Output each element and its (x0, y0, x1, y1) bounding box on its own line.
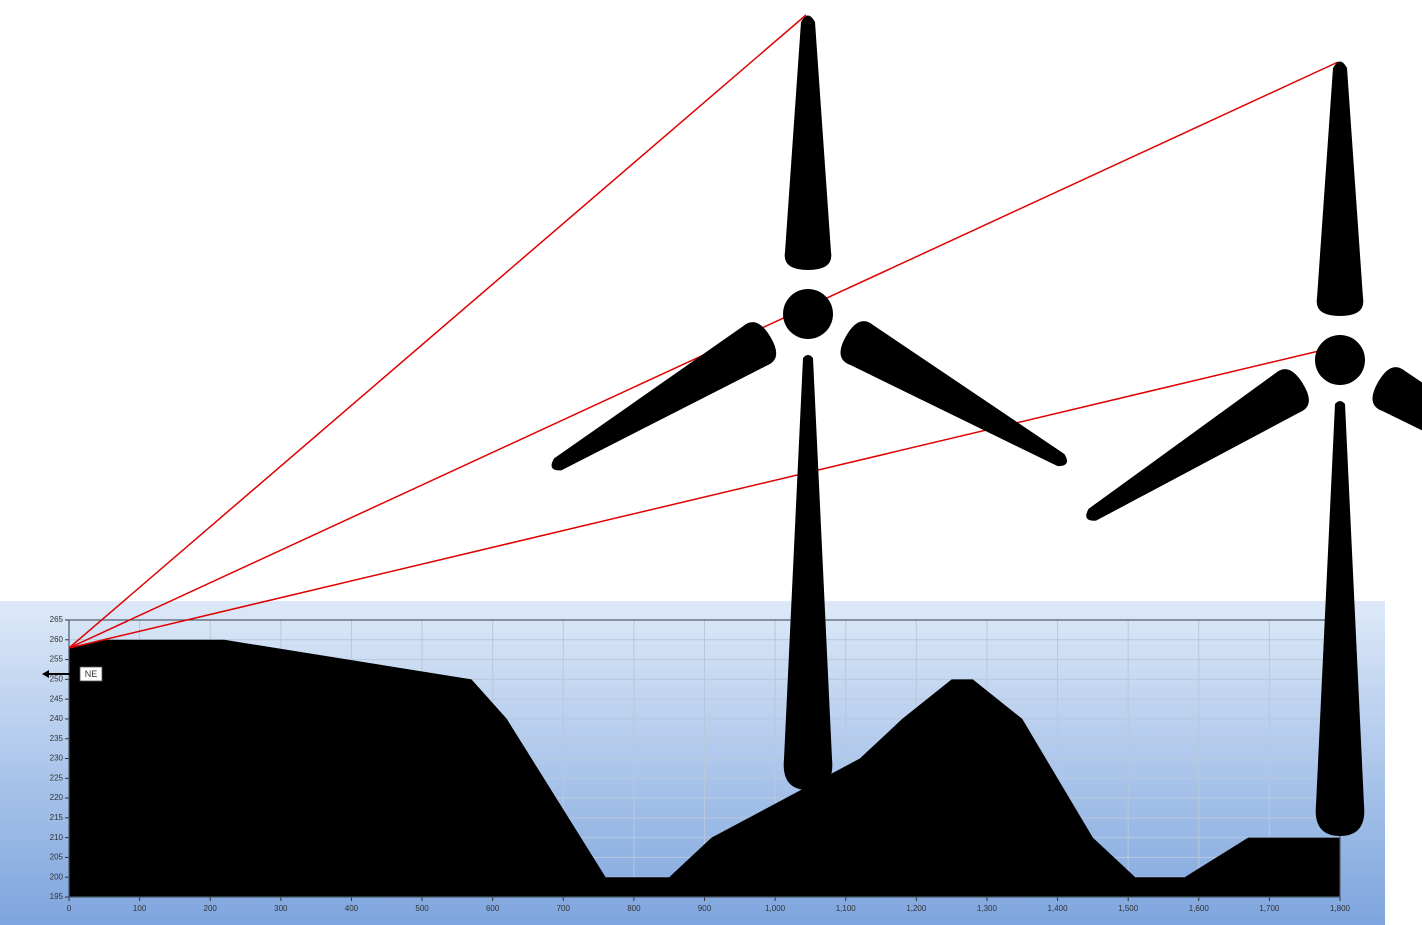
plot-area: 195 200 205 210 215 220 225 230 235 240 245 250 255 2… (50, 615, 1351, 913)
y-tick-label: 240 (50, 714, 64, 723)
sight-line (68, 14, 807, 649)
y-tick-label: 250 (50, 674, 64, 683)
x-tick-label: 0 (67, 904, 72, 913)
blade (540, 316, 783, 488)
x-tick-label: 1,100 (836, 904, 857, 913)
blade (834, 315, 1079, 484)
turbine (540, 15, 1079, 790)
y-tick-label: 265 (50, 615, 64, 624)
y-tick-label: 230 (50, 754, 64, 763)
arrow-head (42, 670, 49, 678)
terrain-area (69, 639, 1340, 897)
y-tick-label: 245 (50, 694, 64, 703)
hub (1315, 335, 1365, 385)
y-tick-label: 200 (50, 872, 64, 881)
blade (1074, 363, 1316, 538)
direction-label: NE (85, 669, 98, 679)
x-tick-label: 1,600 (1189, 904, 1210, 913)
y-tick-label: 220 (50, 793, 64, 802)
x-tick-label: 1,700 (1259, 904, 1280, 913)
turbine (1074, 61, 1422, 836)
x-tick-label: 300 (274, 904, 288, 913)
x-tick-label: 1,300 (977, 904, 998, 913)
y-tick-label: 255 (50, 655, 64, 664)
x-tick-label: 1,500 (1118, 904, 1139, 913)
y-tick-label: 205 (50, 853, 64, 862)
y-tick-label: 210 (50, 833, 64, 842)
x-tick-label: 900 (698, 904, 712, 913)
tower (783, 355, 833, 790)
y-tick-label: 235 (50, 734, 64, 743)
blade (1366, 361, 1422, 530)
direction-marker: NE (42, 666, 103, 682)
x-tick-label: 1,400 (1048, 904, 1069, 913)
y-tick-label: 215 (50, 813, 64, 822)
x-tick-label: 700 (557, 904, 571, 913)
x-tick-label: 1,200 (906, 904, 927, 913)
x-tick-label: 1,800 (1330, 904, 1351, 913)
x-tick-label: 600 (486, 904, 500, 913)
x-tick-label: 1,000 (765, 904, 786, 913)
y-tick-label: 195 (50, 892, 64, 901)
hub (783, 289, 833, 339)
x-tick-label: 800 (627, 904, 641, 913)
blade (1316, 61, 1364, 316)
sight-lines (68, 14, 1341, 649)
x-tick-label: 200 (204, 904, 218, 913)
x-tick-label: 400 (345, 904, 359, 913)
x-tick-label: 100 (133, 904, 147, 913)
blade (784, 15, 832, 270)
y-tick-label: 260 (50, 635, 64, 644)
sight-line (68, 345, 1341, 649)
direction-box (79, 666, 103, 682)
x-tick-label: 500 (415, 904, 429, 913)
y-tick-label: 225 (50, 773, 64, 782)
